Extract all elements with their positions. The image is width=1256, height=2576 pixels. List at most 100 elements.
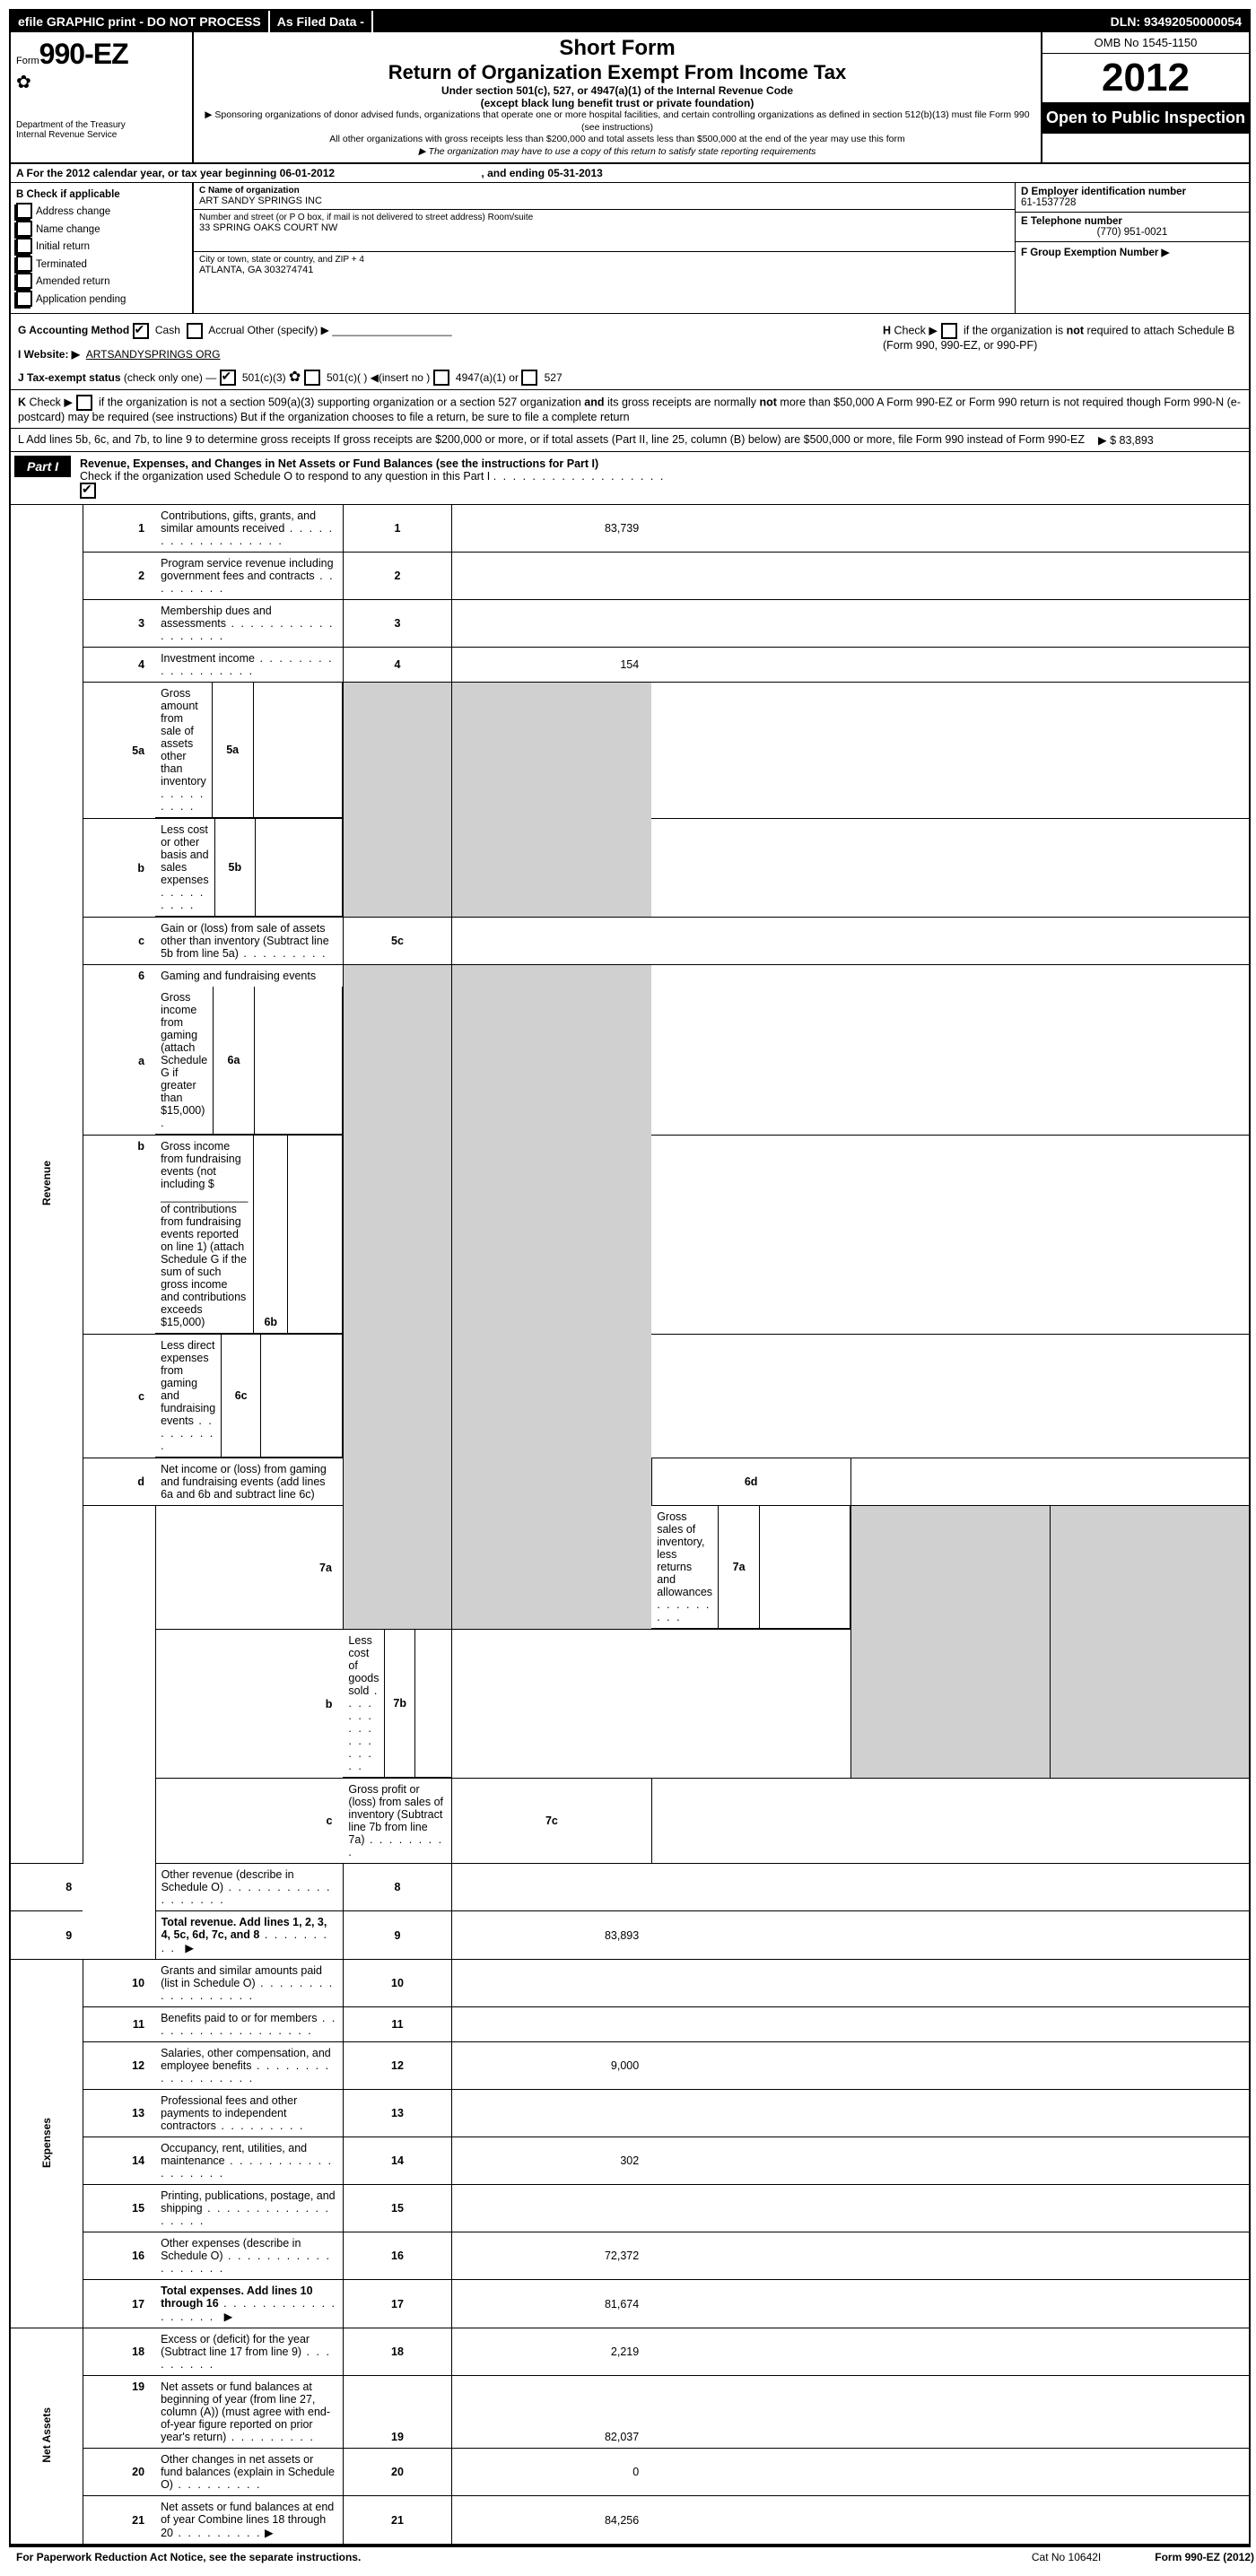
- ln1-rn: 1: [343, 505, 451, 553]
- footer: For Paperwork Reduction Act Notice, see …: [9, 2547, 1256, 2567]
- ln4-rn: 4: [343, 648, 451, 683]
- ln7b-subamt: [414, 1630, 451, 1778]
- ln18-rn: 18: [343, 2328, 451, 2376]
- ln7a-sn: 7a: [719, 1506, 760, 1629]
- lbl-pending: Application pending: [36, 294, 126, 305]
- chk-4947[interactable]: [433, 370, 449, 386]
- d-ein-lbl: D Employer identification number: [1021, 187, 1186, 197]
- ln6b-subamt: [288, 1136, 343, 1334]
- ln15-amt: [452, 2185, 652, 2232]
- ln6b-sn: 6b: [254, 1136, 288, 1334]
- chk-initial-return[interactable]: [16, 238, 32, 254]
- ln13-num: 13: [83, 2090, 155, 2137]
- part1-desc: Revenue, Expenses, and Changes in Net As…: [71, 452, 1249, 504]
- ln2-text: Program service revenue including govern…: [155, 553, 343, 600]
- c-city-val: ATLANTA, GA 303274741: [199, 265, 1009, 275]
- chk-amended[interactable]: [16, 273, 32, 289]
- form-word: Form: [16, 56, 39, 66]
- ln5b-subamt: [256, 819, 343, 917]
- ln21-amt: 84,256: [452, 2496, 652, 2546]
- chk-accrual[interactable]: [187, 323, 203, 339]
- ln5a-cell: Gross amount from sale of assets other t…: [155, 683, 343, 819]
- line-h: H Check ▶ if the organization is not req…: [876, 314, 1249, 390]
- lbl-cash: Cash: [155, 324, 180, 336]
- ln4-text: Investment income: [155, 648, 343, 683]
- ln7c-num: c: [155, 1779, 343, 1864]
- ln16-num: 16: [83, 2232, 155, 2280]
- ln6c-sn: 6c: [222, 1335, 261, 1458]
- efile-notice: efile GRAPHIC print - DO NOT PROCESS: [11, 11, 268, 32]
- section-bcdef: B Check if applicable Address change Nam…: [11, 183, 1249, 314]
- ln18-num: 18: [83, 2328, 155, 2376]
- ln21-rn: 21: [343, 2496, 451, 2546]
- ln6d-num: d: [83, 1458, 155, 1506]
- chk-527[interactable]: [521, 370, 537, 386]
- col-def: D Employer identification number 61-1537…: [1015, 183, 1249, 313]
- chk-terminated[interactable]: [16, 256, 32, 272]
- lbl-name-change: Name change: [36, 224, 100, 235]
- ln6c-num: c: [83, 1335, 155, 1458]
- ln6d-rn: 6d: [651, 1458, 850, 1506]
- ln17-amt: 81,674: [452, 2280, 652, 2328]
- note2: All other organizations with gross recei…: [201, 134, 1034, 146]
- ln16-rn: 16: [343, 2232, 451, 2280]
- ln5a-sn: 5a: [212, 683, 253, 818]
- chk-cash[interactable]: [133, 323, 149, 339]
- ln6a-cell: Gross income from gaming (attach Schedul…: [155, 987, 343, 1136]
- ln6a-sn: 6a: [214, 987, 255, 1135]
- ln3-rn: 3: [343, 600, 451, 648]
- ln1-text: Contributions, gifts, grants, and simila…: [155, 505, 343, 553]
- ln8-rn: 8: [343, 1864, 451, 1911]
- ln8-amt: [452, 1864, 652, 1911]
- row-a-mid: , and ending: [478, 167, 547, 179]
- ln1-amt: 83,739: [452, 505, 652, 553]
- chk-pending[interactable]: [16, 291, 32, 307]
- ln5a-num: 5a: [83, 683, 155, 819]
- ln6d-amt: [850, 1458, 1050, 1506]
- side-revenue: Revenue: [11, 505, 83, 1864]
- ln6-num: 6: [83, 965, 155, 988]
- line-l-text: L Add lines 5b, 6c, and 7b, to line 9 to…: [18, 433, 1098, 447]
- ln10-num: 10: [83, 1960, 155, 2007]
- ln9-num: 9: [11, 1911, 83, 1960]
- chk-k[interactable]: [76, 395, 92, 411]
- ln19-amt: 82,037: [452, 2376, 652, 2449]
- ln5a-subamt: [253, 683, 342, 818]
- ln3-num: 3: [83, 600, 155, 648]
- ln6b-num: b: [83, 1136, 155, 1335]
- ln20-num: 20: [83, 2449, 155, 2496]
- sub2: (except black lung benefit trust or priv…: [201, 97, 1034, 109]
- chk-schedule-o[interactable]: [80, 483, 96, 499]
- chk-501c3[interactable]: [220, 370, 236, 386]
- row-a-tax-year: A For the 2012 calendar year, or tax yea…: [11, 164, 1249, 183]
- e-tel-lbl: E Telephone number: [1021, 216, 1122, 227]
- chk-address-change[interactable]: [16, 203, 32, 219]
- d-ein-val: 61-1537728: [1021, 197, 1076, 208]
- ln9-text: Total revenue. Add lines 1, 2, 3, 4, 5c,…: [155, 1911, 343, 1960]
- side-revenue-cont: [83, 1506, 155, 1960]
- chk-sched-b[interactable]: [941, 323, 957, 339]
- ln16-amt: 72,372: [452, 2232, 652, 2280]
- ln18-amt: 2,219: [452, 2328, 652, 2376]
- part1-header: Part I Revenue, Expenses, and Changes in…: [11, 452, 1249, 505]
- ln10-rn: 10: [343, 1960, 451, 2007]
- ln20-text: Other changes in net assets or fund bala…: [155, 2449, 343, 2496]
- chk-501c[interactable]: [304, 370, 320, 386]
- lbl-initial-return: Initial return: [36, 241, 90, 252]
- ln7-grey: [850, 1506, 1050, 1779]
- ln7b-sn: 7b: [385, 1630, 414, 1778]
- c-city-lbl: City or town, state or country, and ZIP …: [199, 255, 1009, 265]
- dln-number: DLN: 93492050000054: [1103, 11, 1249, 32]
- ln6-grey-amt: [452, 965, 652, 1630]
- ln11-rn: 11: [343, 2007, 451, 2042]
- chk-name-change[interactable]: [16, 221, 32, 237]
- ln7b-num: b: [155, 1630, 343, 1779]
- ln14-amt: 302: [452, 2137, 652, 2185]
- open-to-public: Open to Public Inspection: [1042, 103, 1249, 134]
- ln7b-cell: Less cost of goods sold 7b: [343, 1630, 451, 1779]
- lbl-accrual: Accrual Other (specify) ▶: [208, 324, 329, 336]
- header: Form990-EZ ✿ Department of the Treasury …: [11, 32, 1249, 164]
- side-expenses: Expenses: [11, 1960, 83, 2328]
- c-name-val: ART SANDY SPRINGS INC: [199, 196, 1009, 206]
- ln10-amt: [452, 1960, 652, 2007]
